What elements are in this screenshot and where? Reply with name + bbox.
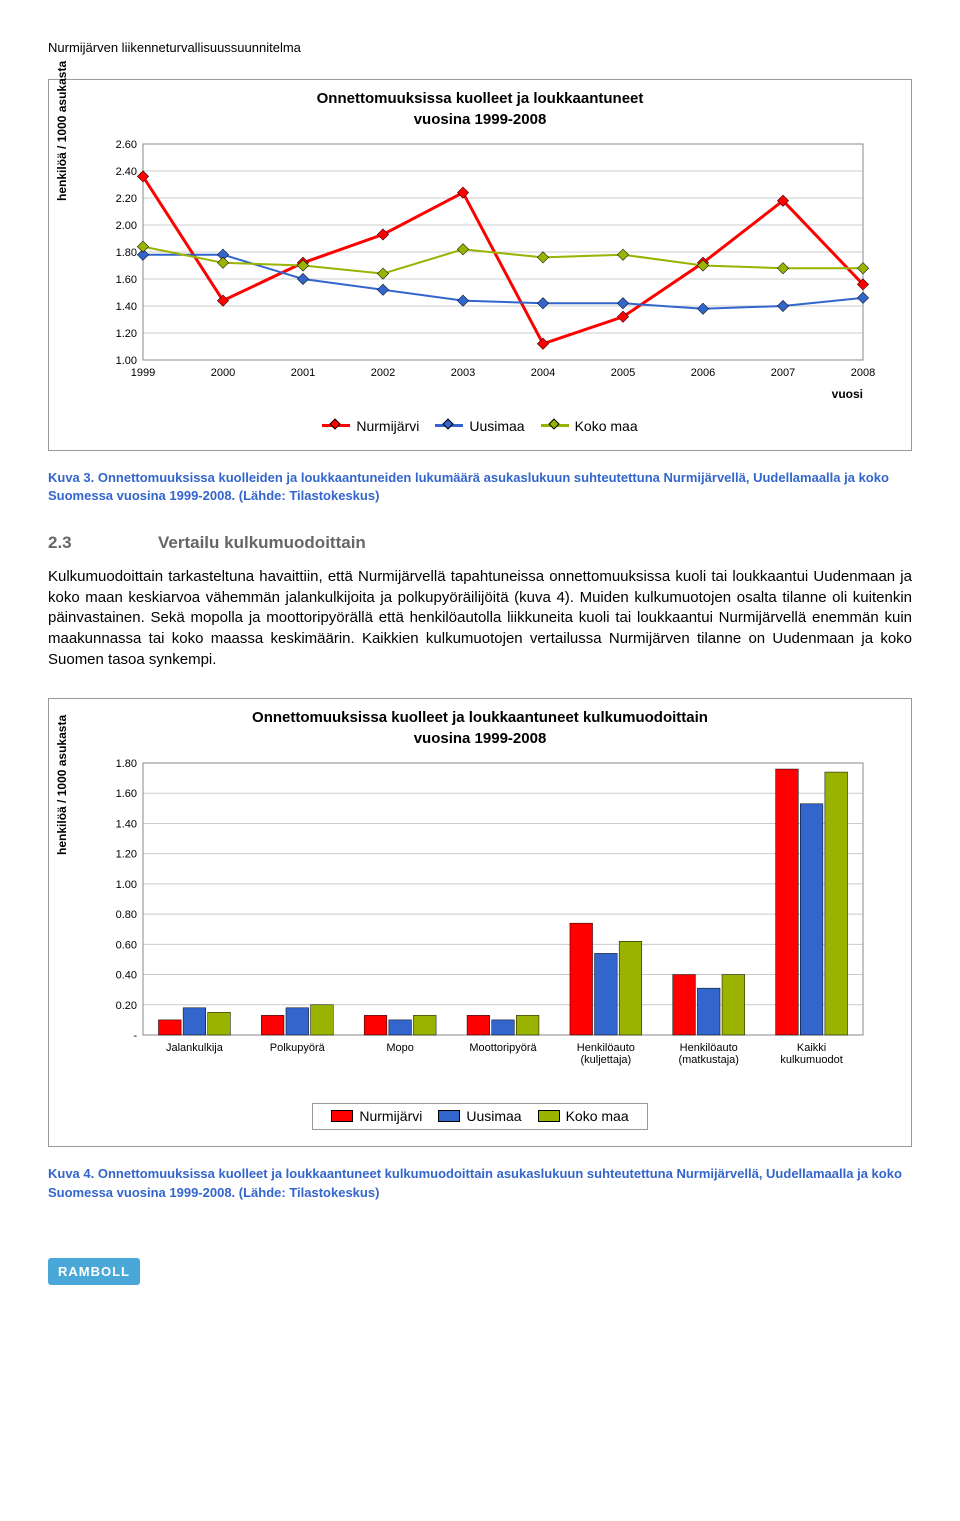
svg-text:2005: 2005 xyxy=(611,367,635,379)
svg-text:1999: 1999 xyxy=(131,367,155,379)
svg-text:Polkupyörä: Polkupyörä xyxy=(270,1042,326,1054)
chart2-legend: Nurmijärvi Uusimaa Koko maa xyxy=(312,1103,647,1130)
svg-text:kulkumuodot: kulkumuodot xyxy=(780,1054,842,1066)
svg-text:2.40: 2.40 xyxy=(116,166,137,178)
page-header: Nurmijärven liikenneturvallisuussuunnite… xyxy=(48,40,912,55)
chart2-subtitle: vuosina 1999-2008 xyxy=(65,730,895,747)
svg-text:(kuljettaja): (kuljettaja) xyxy=(580,1054,631,1066)
svg-text:2007: 2007 xyxy=(771,367,795,379)
svg-text:Moottoripyörä: Moottoripyörä xyxy=(469,1042,537,1054)
svg-text:vuosi: vuosi xyxy=(832,387,863,401)
svg-text:Mopo: Mopo xyxy=(386,1042,414,1054)
svg-text:Kaikki: Kaikki xyxy=(797,1042,826,1054)
body-paragraph: Kulkumuodoittain tarkasteltuna havaittii… xyxy=(48,567,912,670)
section-title: Vertailu kulkumuodoittain xyxy=(158,533,366,552)
svg-text:2.00: 2.00 xyxy=(116,220,137,232)
section-heading: 2.3Vertailu kulkumuodoittain xyxy=(48,533,912,553)
svg-text:2008: 2008 xyxy=(851,367,875,379)
svg-text:2000: 2000 xyxy=(211,367,235,379)
svg-text:1.00: 1.00 xyxy=(116,355,137,367)
chart1-y-label: henkilöä / 1000 asukasta xyxy=(55,61,69,201)
chart2-y-label: henkilöä / 1000 asukasta xyxy=(55,715,69,855)
svg-text:0.20: 0.20 xyxy=(116,1000,137,1012)
legend-item: Koko maa xyxy=(538,1108,629,1124)
legend-item: Nurmijärvi xyxy=(322,418,419,434)
svg-text:2.20: 2.20 xyxy=(116,193,137,205)
chart2-title: Onnettomuuksissa kuolleet ja loukkaantun… xyxy=(65,709,895,726)
svg-text:2004: 2004 xyxy=(531,367,555,379)
figure4-caption: Kuva 4. Onnettomuuksissa kuolleet ja lou… xyxy=(48,1165,912,1201)
svg-text:0.60: 0.60 xyxy=(116,940,137,952)
bar-chart-box: Onnettomuuksissa kuolleet ja loukkaantun… xyxy=(48,698,912,1147)
line-chart: 1.00 1.20 1.40 1.60 1.80 2.00 2.20 2.40 2.60 1999… xyxy=(99,136,879,406)
svg-text:0.40: 0.40 xyxy=(116,970,137,982)
svg-text:2003: 2003 xyxy=(451,367,475,379)
line-chart-box: Onnettomuuksissa kuolleet ja loukkaantun… xyxy=(48,79,912,451)
svg-text:Henkilöauto: Henkilöauto xyxy=(680,1042,738,1054)
svg-text:1.80: 1.80 xyxy=(116,247,137,259)
chart1-subtitle: vuosina 1999-2008 xyxy=(65,111,895,128)
svg-text:2002: 2002 xyxy=(371,367,395,379)
chart1-title: Onnettomuuksissa kuolleet ja loukkaantun… xyxy=(65,90,895,107)
svg-text:1.20: 1.20 xyxy=(116,328,137,340)
svg-text:1.20: 1.20 xyxy=(116,849,137,861)
svg-text:1.60: 1.60 xyxy=(116,274,137,286)
svg-text:2001: 2001 xyxy=(291,367,315,379)
figure3-caption: Kuva 3. Onnettomuuksissa kuolleiden ja l… xyxy=(48,469,912,505)
svg-text:Henkilöauto: Henkilöauto xyxy=(577,1042,635,1054)
svg-text:1.80: 1.80 xyxy=(116,758,137,770)
svg-text:0.80: 0.80 xyxy=(116,909,137,921)
svg-text:1.00: 1.00 xyxy=(116,879,137,891)
svg-text:(matkustaja): (matkustaja) xyxy=(678,1054,739,1066)
legend-item: Uusimaa xyxy=(438,1108,521,1124)
section-number: 2.3 xyxy=(48,533,158,553)
svg-text:1.40: 1.40 xyxy=(116,301,137,313)
svg-text:1.60: 1.60 xyxy=(116,789,137,801)
bar-chart: - 0.20 0.40 0.60 0.80 1.00 1.20 1.40 1.60 1.80 Jal… xyxy=(99,755,879,1095)
svg-text:1.40: 1.40 xyxy=(116,819,137,831)
svg-text:Jalankulkija: Jalankulkija xyxy=(166,1042,224,1054)
legend-item: Nurmijärvi xyxy=(331,1108,422,1124)
legend-item: Koko maa xyxy=(541,418,638,434)
svg-text:-: - xyxy=(133,1030,137,1042)
svg-text:2006: 2006 xyxy=(691,367,715,379)
ramboll-logo: RAMBOLL xyxy=(48,1258,140,1285)
svg-text:2.60: 2.60 xyxy=(116,139,137,151)
legend-item: Uusimaa xyxy=(435,418,524,434)
chart1-legend: Nurmijärvi Uusimaa Koko maa xyxy=(65,414,895,434)
